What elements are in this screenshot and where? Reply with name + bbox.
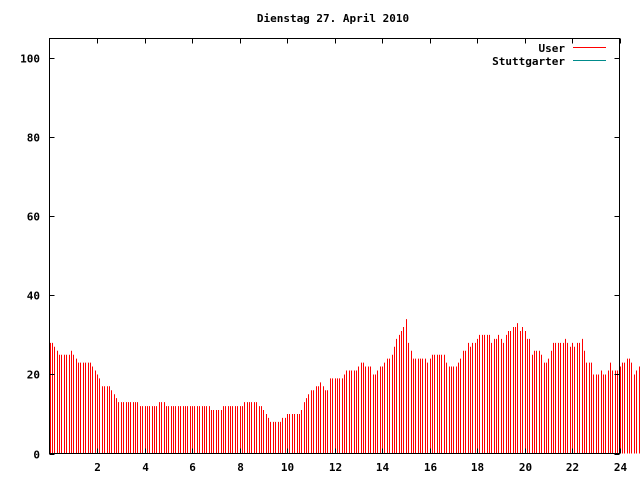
x-tick-label: 10 xyxy=(281,461,294,474)
y-tick-label: 80 xyxy=(27,132,40,145)
legend-label: User xyxy=(539,42,566,55)
x-tick-label: 12 xyxy=(329,461,342,474)
x-tick-label: 6 xyxy=(189,461,196,474)
y-tick-label: 0 xyxy=(33,449,40,462)
y-tick-label: 60 xyxy=(27,211,40,224)
legend-label: Stuttgarter xyxy=(492,55,565,68)
x-tick-label: 14 xyxy=(376,461,390,474)
x-tick-label: 24 xyxy=(614,461,628,474)
y-tick-label: 100 xyxy=(20,53,40,66)
x-tick-label: 2 xyxy=(94,461,101,474)
bars-group xyxy=(50,319,640,454)
plot-frame xyxy=(49,38,620,454)
x-tick-label: 20 xyxy=(519,461,532,474)
y-tick-label: 40 xyxy=(27,290,40,303)
x-tick-label: 18 xyxy=(471,461,484,474)
x-tick-label: 8 xyxy=(237,461,244,474)
x-tick-label: 4 xyxy=(142,461,149,474)
chart-title: Dienstag 27. April 2010 xyxy=(257,12,409,25)
x-tick-label: 22 xyxy=(566,461,579,474)
x-tick-label: 16 xyxy=(424,461,438,474)
y-tick-label: 20 xyxy=(27,369,40,382)
